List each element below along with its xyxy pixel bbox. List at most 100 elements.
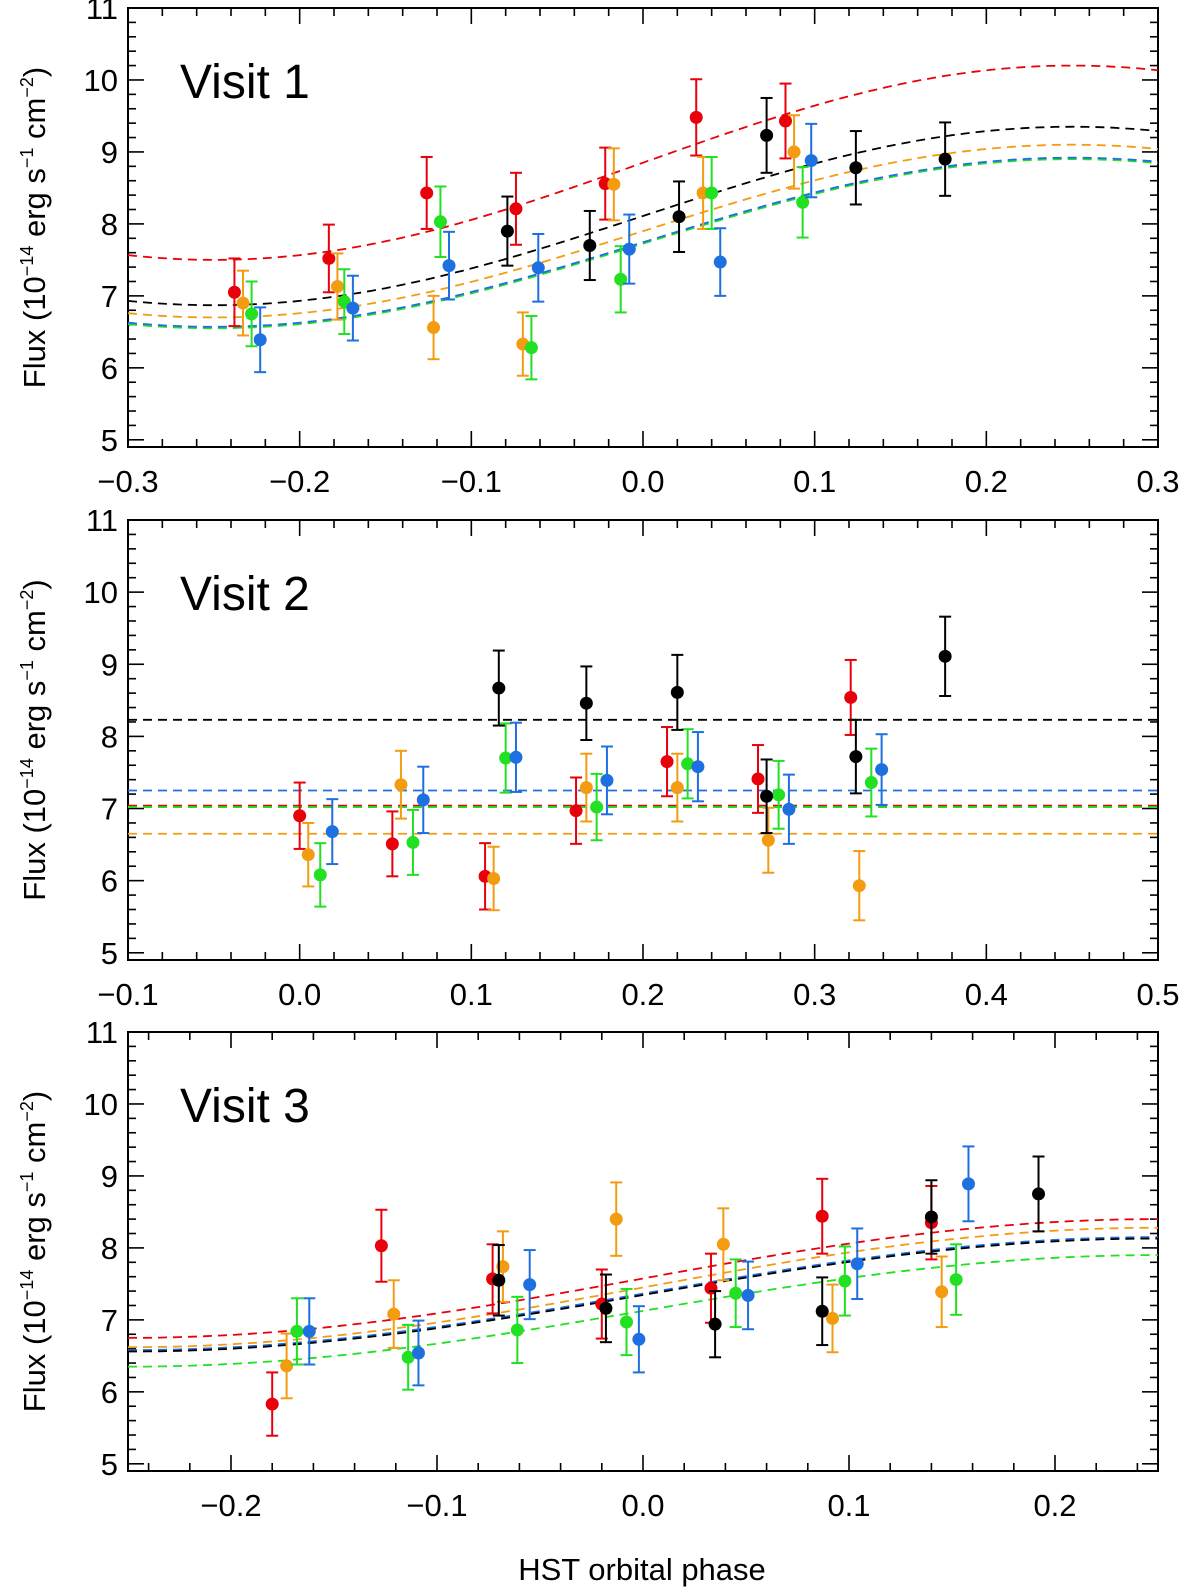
data-marker — [796, 195, 810, 209]
x-tick-label: 0.4 — [965, 977, 1008, 1012]
data-marker — [416, 793, 430, 807]
data-point — [510, 1295, 524, 1365]
data-point — [401, 1323, 415, 1391]
data-point — [337, 268, 351, 336]
data-point — [301, 821, 315, 888]
y-axis-label-text: ) — [17, 1091, 52, 1101]
data-point — [290, 1297, 304, 1366]
model-curve-blue — [128, 1236, 1158, 1351]
data-point — [681, 728, 695, 800]
data-marker — [705, 186, 719, 200]
data-point — [346, 274, 360, 342]
series-black — [492, 1155, 1046, 1359]
data-marker — [949, 1273, 963, 1287]
data-point — [579, 665, 593, 741]
data-point — [583, 209, 597, 282]
y-tick-label: 11 — [86, 1015, 118, 1050]
data-marker — [729, 1286, 743, 1300]
data-marker — [322, 251, 336, 265]
data-marker — [772, 788, 786, 802]
x-tick-label: 0.2 — [1033, 1488, 1076, 1523]
data-marker — [864, 776, 878, 790]
data-point — [411, 1319, 425, 1387]
data-point — [751, 744, 765, 814]
panel-title: Visit 2 — [180, 568, 310, 621]
data-point — [620, 1287, 634, 1357]
data-marker — [849, 750, 863, 764]
data-point — [935, 1255, 949, 1329]
data-point — [708, 1290, 722, 1359]
data-point — [598, 146, 612, 221]
data-point — [949, 1243, 963, 1316]
data-point — [849, 130, 863, 206]
data-marker — [579, 781, 593, 795]
model-curve-orange — [128, 143, 1158, 319]
data-marker — [875, 763, 889, 777]
data-point — [838, 1245, 852, 1317]
data-marker — [599, 1301, 613, 1315]
data-marker — [1032, 1187, 1046, 1201]
data-marker — [620, 1315, 634, 1329]
y-tick-label: 8 — [101, 719, 118, 754]
data-point — [632, 1305, 646, 1374]
data-point — [741, 1260, 755, 1331]
data-point — [689, 78, 703, 157]
x-axis-label: HST orbital phase — [518, 1552, 766, 1587]
y-tick-label: 10 — [84, 575, 118, 610]
data-marker — [935, 1285, 949, 1299]
data-marker — [492, 1273, 506, 1287]
data-marker — [689, 110, 703, 124]
data-point — [815, 1177, 829, 1255]
data-marker — [670, 781, 684, 795]
y-tick-label: 10 — [84, 63, 118, 98]
series-green — [245, 155, 810, 381]
model-curve-red — [128, 64, 1158, 261]
data-marker — [691, 760, 705, 774]
y-axis-label-exponent: −14 — [17, 1270, 37, 1301]
data-marker — [778, 114, 792, 128]
data-marker — [387, 1307, 401, 1321]
model-curve-black — [128, 1237, 1158, 1353]
data-point — [590, 772, 604, 842]
series-black — [492, 615, 952, 835]
data-marker — [245, 307, 259, 321]
y-axis-label-exponent: −2 — [17, 77, 37, 98]
data-point — [394, 749, 408, 820]
data-point — [815, 1276, 829, 1347]
data-point — [672, 180, 686, 253]
data-marker — [406, 835, 420, 849]
data-point — [325, 798, 339, 866]
data-marker — [487, 871, 501, 885]
data-point — [713, 227, 727, 297]
data-point — [322, 223, 336, 294]
y-axis-label-exponent: −14 — [17, 246, 37, 277]
y-tick-label: 11 — [86, 0, 118, 26]
data-marker — [826, 1311, 840, 1325]
data-point — [265, 1371, 279, 1437]
data-marker — [313, 868, 327, 882]
data-marker — [524, 341, 538, 355]
data-point — [569, 776, 583, 845]
data-marker — [782, 802, 796, 816]
y-tick-label: 10 — [84, 1087, 118, 1122]
data-marker — [265, 1397, 279, 1411]
series-red — [227, 78, 792, 328]
y-axis-label-text: cm — [17, 610, 52, 660]
data-point — [804, 122, 818, 199]
y-axis-label-text: cm — [17, 1122, 52, 1172]
x-tick-label: −0.1 — [441, 464, 502, 499]
y-axis-label-text: ) — [17, 579, 52, 589]
data-point — [509, 721, 523, 793]
y-axis-label-text: ) — [17, 67, 52, 77]
y-axis-label: Flux (10−14 erg s−1 cm−2) — [17, 67, 52, 388]
data-point — [500, 195, 514, 267]
series-green — [313, 722, 878, 908]
data-marker — [850, 1257, 864, 1271]
data-marker — [492, 681, 506, 695]
x-tick-label: 0.2 — [965, 464, 1008, 499]
data-marker — [500, 224, 514, 238]
x-tick-label: 0.2 — [621, 977, 664, 1012]
y-axis-label-text: Flux (10 — [17, 789, 52, 901]
data-point — [499, 722, 513, 794]
y-tick-label: 6 — [101, 351, 118, 386]
